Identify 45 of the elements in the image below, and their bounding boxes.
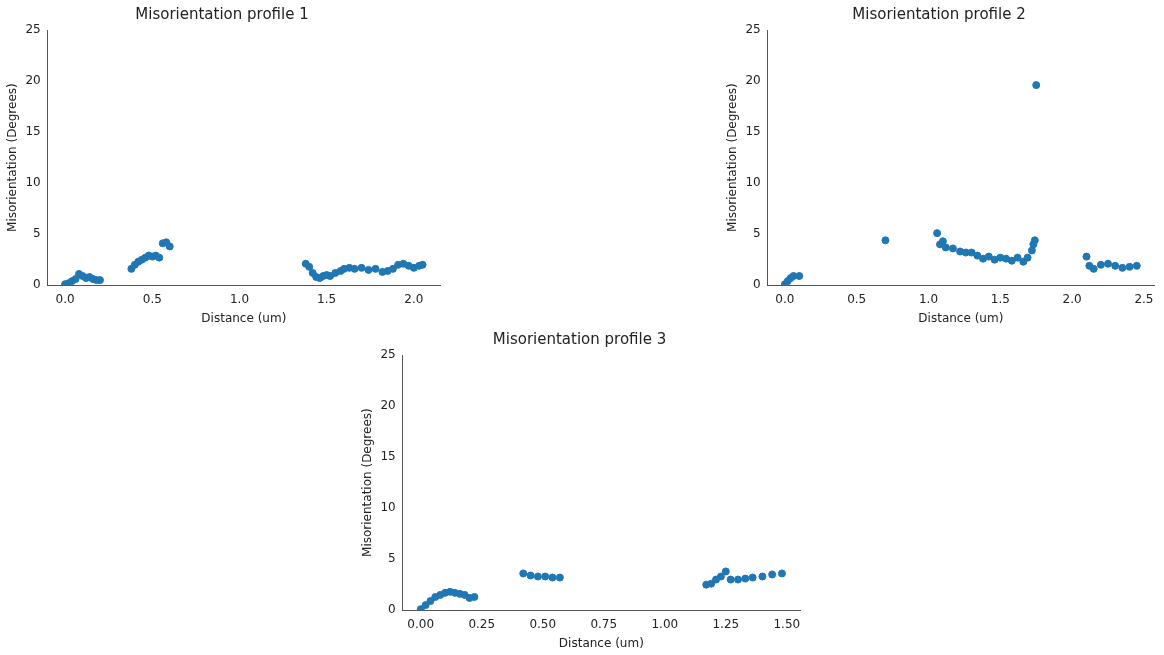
y-axis-title: Misorientation (Degrees): [725, 83, 740, 232]
y-tick-label: 25: [380, 347, 396, 362]
y-tick-label: 10: [25, 175, 41, 190]
x-axis-title: Distance (um): [918, 310, 1004, 325]
y-axis-title: Misorientation (Degrees): [360, 408, 375, 557]
x-tick-label: 1.00: [651, 616, 679, 631]
chart-title: Misorientation profile 2: [852, 4, 1026, 23]
y-tick-label: 5: [388, 551, 396, 566]
x-tick-label: 1.25: [712, 616, 740, 631]
y-tick-label: 25: [745, 22, 761, 37]
x-tick-label: 1.5: [990, 291, 1010, 306]
y-tick-label: 15: [745, 124, 761, 139]
y-tick-label: 20: [25, 73, 41, 88]
y-axis-title: Misorientation (Degrees): [5, 83, 20, 232]
x-tick-label: 2.0: [1062, 291, 1082, 306]
x-tick-label: 0.75: [590, 616, 618, 631]
x-tick-label: 2.5: [1134, 291, 1154, 306]
y-tick-label: 10: [380, 500, 396, 515]
y-tick-label: 5: [753, 226, 761, 241]
chart-title: Misorientation profile 3: [492, 329, 667, 348]
x-tick-label: 0.25: [468, 616, 496, 631]
y-tick-label: 15: [380, 449, 396, 464]
y-tick-label: 20: [745, 73, 761, 88]
chart-title: Misorientation profile 1: [135, 4, 309, 23]
x-tick-label: 0.5: [142, 291, 162, 306]
y-tick-label: 25: [25, 22, 41, 37]
x-tick-label: 0.00: [407, 616, 435, 631]
x-tick-label: 1.0: [918, 291, 939, 306]
y-tick-label: 10: [745, 175, 761, 190]
x-tick-label: 0.50: [529, 616, 557, 631]
x-tick-label: 2.0: [404, 291, 424, 306]
y-tick-label: 20: [380, 398, 396, 413]
x-tick-label: 0.5: [847, 291, 867, 306]
x-axis-title: Distance (um): [201, 310, 287, 325]
y-tick-label: 0: [388, 602, 396, 617]
y-tick-label: 15: [25, 124, 41, 139]
x-tick-label: 1.50: [773, 616, 801, 631]
y-tick-label: 0: [33, 277, 41, 292]
y-tick-label: 5: [33, 226, 41, 241]
y-tick-label: 0: [753, 277, 761, 292]
x-tick-label: 1.0: [229, 291, 250, 306]
x-tick-label: 0.0: [775, 291, 795, 306]
x-tick-label: 0.0: [55, 291, 75, 306]
x-axis-title: Distance (um): [558, 635, 644, 650]
x-tick-label: 1.5: [317, 291, 337, 306]
